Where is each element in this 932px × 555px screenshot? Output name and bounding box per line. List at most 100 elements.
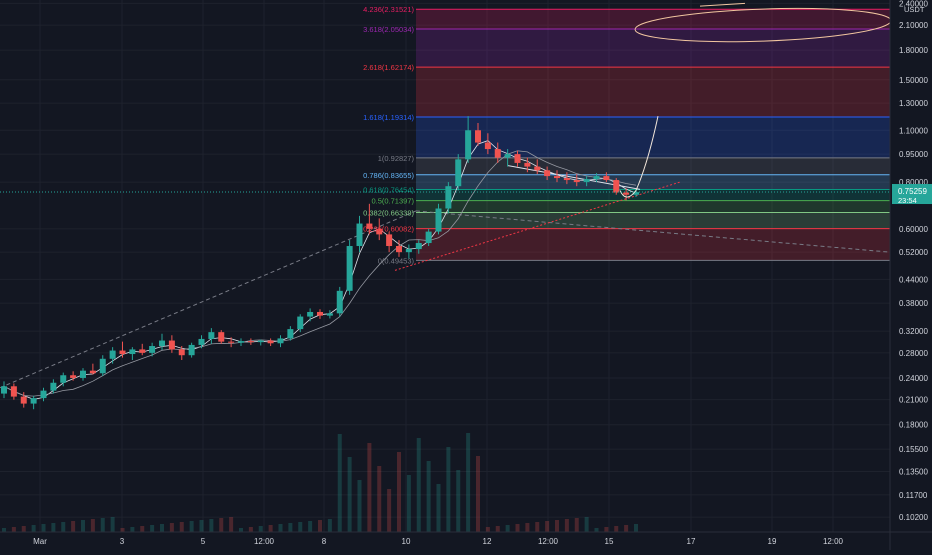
volume-bar <box>535 522 540 532</box>
grid-lines <box>0 0 890 532</box>
candle-body <box>346 246 353 291</box>
candle-body <box>40 390 47 399</box>
volume-bar <box>495 526 500 532</box>
volume-bar <box>377 466 382 532</box>
candle-body <box>228 341 235 343</box>
volume-bar <box>406 475 411 532</box>
price-tick-label: 2.40000 <box>899 0 928 8</box>
candle-body <box>326 313 333 316</box>
candle-body <box>307 311 314 317</box>
price-tick-label: 2.10000 <box>899 21 928 30</box>
volume-bar <box>624 525 629 532</box>
candle-body <box>218 332 225 342</box>
candle-body <box>415 243 422 250</box>
price-tick-label: 0.28000 <box>899 349 928 358</box>
support-trendline <box>394 181 681 271</box>
volume-bar <box>426 461 431 532</box>
fib-level-label: 0.618(0.76454) <box>363 185 414 194</box>
price-tick-label: 0.11700 <box>899 491 928 500</box>
volume-bar <box>100 518 105 532</box>
price-tick-label: 0.60000 <box>899 225 928 234</box>
dashed-trendline <box>0 210 417 389</box>
candle-body <box>445 186 452 209</box>
fib-level-label: 0.5(0.71397) <box>371 197 414 206</box>
volume-bar <box>446 447 451 532</box>
volume-bar <box>90 519 95 532</box>
candle-body <box>89 370 96 374</box>
bar-countdown: 23:54 <box>898 196 917 205</box>
volume-bar <box>179 522 184 532</box>
time-tick-label: 10 <box>402 537 411 546</box>
candle-body <box>475 130 481 143</box>
price-tick-label: 0.38000 <box>899 299 928 308</box>
candle-body <box>573 180 580 183</box>
volume-bar <box>51 523 56 532</box>
candle-body <box>494 149 501 158</box>
fib-level-label: 2.618(1.62174) <box>363 63 414 72</box>
fib-level-label: 1(0.92827) <box>378 154 415 163</box>
volume-bar <box>41 524 46 532</box>
volume-bar <box>140 526 145 532</box>
price-tick-label: 0.80000 <box>899 178 928 187</box>
volume-bar <box>169 523 174 532</box>
candle-body <box>149 346 156 353</box>
candle-body <box>524 162 531 167</box>
candle-body <box>504 154 511 158</box>
volume-bar <box>71 521 76 532</box>
candle-body <box>633 192 639 195</box>
volume-bar <box>505 525 510 532</box>
candle-body <box>514 154 521 163</box>
volume-bar <box>110 517 115 532</box>
time-tick-label: 17 <box>687 537 696 546</box>
candle-body <box>198 338 205 345</box>
candle-body <box>10 386 17 397</box>
price-tick-label: 0.24000 <box>899 374 928 383</box>
volume-bar <box>337 434 342 532</box>
volume-bar <box>357 480 362 532</box>
candle-body <box>563 178 570 181</box>
price-tick-label: 0.13500 <box>899 468 928 477</box>
volume-bar <box>604 527 609 532</box>
volume-bar <box>258 526 263 532</box>
volume-bar <box>634 524 638 532</box>
price-tick-label: 0.95000 <box>899 150 928 159</box>
fib-zone <box>416 200 890 213</box>
volume-bar <box>584 517 589 532</box>
candle-body <box>544 170 551 177</box>
candle-body <box>297 316 304 330</box>
candle-body <box>317 311 323 316</box>
candle-body <box>178 349 185 356</box>
candle-body <box>257 340 264 343</box>
volume-bar <box>278 524 283 532</box>
volume-bars <box>2 433 638 532</box>
candle-body <box>336 290 343 314</box>
candle-body <box>168 340 175 350</box>
time-tick-label: 15 <box>605 537 614 546</box>
volume-bar <box>456 470 461 532</box>
candle-body <box>583 179 590 183</box>
volume-bar <box>160 524 164 532</box>
price-tick-label: 0.10200 <box>899 513 928 522</box>
candle-body <box>396 246 402 253</box>
candle-body <box>386 234 393 247</box>
price-tick-label: 0.52000 <box>899 248 928 257</box>
fibonacci-retracement[interactable] <box>416 8 890 261</box>
candle-body <box>425 231 432 244</box>
price-axis-bg <box>890 0 932 550</box>
volume-bar <box>2 528 6 532</box>
volume-bar <box>150 525 155 532</box>
volume-bar <box>209 519 214 532</box>
fib-level-label: 4.236(2.31521) <box>363 5 414 14</box>
fib-zone <box>416 212 890 229</box>
candle-body <box>20 396 27 404</box>
volume-bar <box>21 526 26 532</box>
candle-body <box>593 176 600 180</box>
volume-bar <box>476 456 480 532</box>
candle-body <box>613 180 620 193</box>
volume-bar <box>525 523 530 532</box>
time-tick-label: 8 <box>322 537 327 546</box>
